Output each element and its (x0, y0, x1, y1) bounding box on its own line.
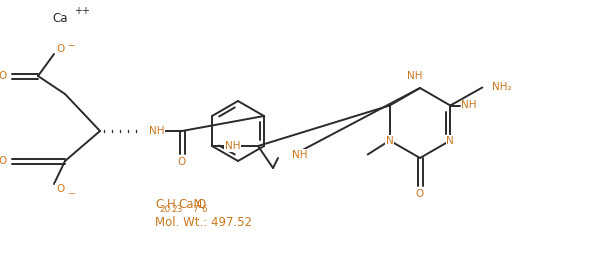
Text: NH: NH (225, 141, 241, 151)
Text: ++: ++ (74, 6, 90, 16)
Text: NH: NH (292, 150, 307, 160)
Text: O: O (0, 71, 7, 81)
Text: O: O (56, 184, 64, 194)
Text: O: O (416, 189, 424, 199)
Text: 6: 6 (201, 205, 207, 215)
Text: N: N (447, 135, 454, 145)
Text: Ca: Ca (52, 11, 67, 25)
Text: 23: 23 (171, 205, 183, 215)
Text: O: O (196, 198, 205, 211)
Text: NH₂: NH₂ (493, 82, 512, 92)
Text: 7: 7 (193, 205, 198, 215)
Text: N: N (386, 135, 393, 145)
Text: NH: NH (461, 100, 477, 110)
Text: O: O (0, 156, 7, 166)
Text: Mol. Wt.: 497.52: Mol. Wt.: 497.52 (155, 216, 252, 228)
Text: O: O (178, 157, 186, 167)
Text: C: C (155, 198, 163, 211)
Text: NH: NH (149, 126, 165, 136)
Text: CaN: CaN (179, 198, 203, 211)
Text: −: − (67, 40, 75, 50)
Text: O: O (56, 44, 64, 54)
Text: −: − (67, 188, 75, 198)
Text: NH: NH (407, 71, 423, 81)
Text: H: H (167, 198, 176, 211)
Text: 20: 20 (159, 205, 171, 215)
